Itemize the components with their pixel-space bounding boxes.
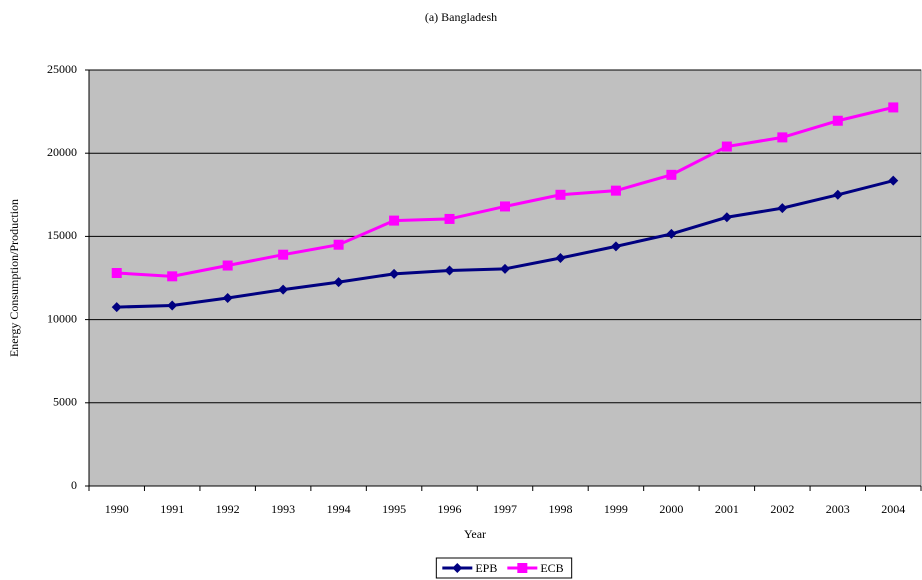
marker (444, 213, 455, 224)
x-tick-label: 2001 (715, 502, 739, 516)
y-tick-label: 15000 (47, 228, 77, 242)
legend: EPB ECB (435, 557, 573, 579)
marker (389, 268, 400, 279)
marker (111, 302, 122, 313)
marker (666, 169, 677, 180)
marker (444, 265, 455, 276)
legend-label: EPB (475, 561, 497, 575)
legend-box (435, 557, 573, 579)
x-tick-label: 2003 (826, 502, 850, 516)
marker (832, 115, 843, 126)
x-tick-label: 1996 (438, 502, 462, 516)
marker (555, 189, 566, 200)
chart-title: (a) Bangladesh (425, 10, 497, 24)
x-tick-label: 1995 (382, 502, 406, 516)
marker (888, 102, 899, 113)
marker (278, 284, 289, 295)
legend-item: EPB (442, 561, 497, 575)
marker (167, 300, 178, 311)
y-tick-label: 5000 (53, 395, 77, 409)
marker (888, 175, 899, 186)
x-tick-label: 2000 (659, 502, 683, 516)
marker (167, 271, 178, 282)
marker (777, 132, 788, 143)
marker (278, 249, 289, 260)
marker (555, 253, 566, 264)
marker (721, 141, 732, 152)
legend-item: ECB (507, 561, 564, 575)
marker (832, 189, 843, 200)
marker (500, 263, 510, 274)
marker (111, 268, 122, 279)
x-tick-label: 1990 (105, 502, 129, 516)
marker (333, 277, 344, 288)
x-tick-label: 2004 (881, 502, 905, 516)
marker (222, 292, 233, 303)
marker (500, 201, 510, 212)
marker (610, 185, 621, 196)
x-tick-label: 1991 (160, 502, 184, 516)
x-tick-label: 1992 (216, 502, 240, 516)
marker (389, 215, 400, 226)
y-axis-label: Energy Consumption/Production (7, 199, 21, 357)
y-tick-label: 0 (71, 478, 77, 492)
marker (222, 260, 233, 271)
marker (452, 563, 463, 573)
marker (777, 203, 788, 214)
legend-label: ECB (540, 561, 563, 575)
x-tick-label: 1999 (604, 502, 628, 516)
y-tick-label: 20000 (47, 145, 77, 159)
x-tick-label: 1994 (327, 502, 351, 516)
x-tick-label: 1998 (548, 502, 572, 516)
marker (517, 563, 528, 573)
x-tick-label: 1997 (493, 502, 517, 516)
x-tick-label: 1993 (271, 502, 295, 516)
marker (333, 239, 344, 250)
y-tick-label: 25000 (47, 62, 77, 76)
y-tick-label: 10000 (47, 311, 77, 325)
x-tick-label: 2002 (770, 502, 794, 516)
marker (666, 228, 677, 239)
x-axis-label: Year (464, 527, 486, 541)
marker (610, 241, 621, 252)
marker (721, 212, 732, 223)
